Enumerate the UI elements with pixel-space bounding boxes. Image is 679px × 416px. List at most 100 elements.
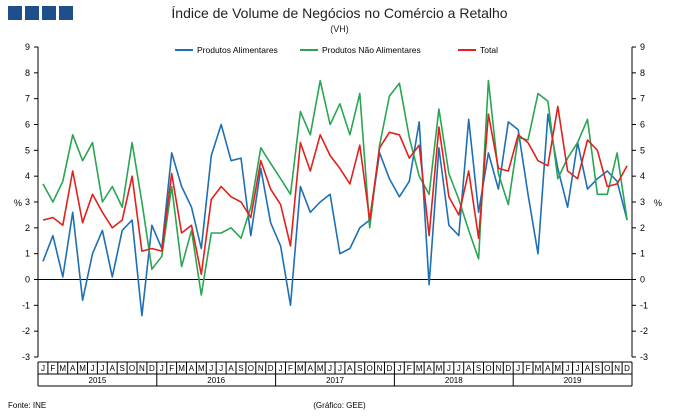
month-label: D [268,364,274,373]
y-tick-label-right: 8 [640,68,645,78]
series-line-non-food [42,79,628,296]
month-label: N [377,364,383,373]
y-tick-label-right: 4 [640,171,645,181]
month-label: M [436,364,443,373]
month-label: S [238,364,243,373]
month-label: J [397,364,401,373]
month-label: S [595,364,600,373]
month-label: M [198,364,205,373]
series-line-total [42,105,628,276]
month-label: D [624,364,630,373]
source-note: Fonte: INE [8,401,47,410]
month-label: M [79,364,86,373]
legend-label: Produtos Alimentares [197,45,278,55]
y-tick-label-right: -2 [640,326,648,336]
chart-subtitle: (VH) [330,24,349,34]
month-label: M [416,364,423,373]
year-label: 2019 [564,376,582,385]
month-label: J [279,364,283,373]
y-tick-label-left: 7 [25,94,30,104]
month-label: J [160,364,164,373]
month-label: A [426,364,432,373]
y-tick-label-left: 3 [25,197,30,207]
month-label: M [297,364,304,373]
chart-credit: (Gráfico: GEE) [313,401,366,410]
brand-logo [8,6,73,20]
month-label: J [328,364,332,373]
month-label: J [516,364,520,373]
month-label: N [614,364,620,373]
y-tick-label-right: 7 [640,94,645,104]
month-label: J [41,364,45,373]
y-tick-label-right: 0 [640,275,645,285]
y-tick-label-right: 1 [640,249,645,259]
month-label: N [258,364,264,373]
month-label: F [169,364,174,373]
month-label: J [447,364,451,373]
month-label: O [129,364,135,373]
y-tick-label-left: 5 [25,145,30,155]
month-label: A [545,364,551,373]
right-axis-unit: % [654,198,663,208]
month-label: M [178,364,185,373]
month-label: N [139,364,145,373]
month-label: M [535,364,542,373]
legend-label: Total [480,45,498,55]
month-label: J [576,364,580,373]
y-tick-label-left: 0 [25,275,30,285]
month-label: O [248,364,254,373]
left-axis-unit: % [14,198,23,208]
y-tick-label-left: -2 [22,326,30,336]
month-label: F [407,364,412,373]
y-tick-label-left: 4 [25,171,30,181]
month-label: A [308,364,314,373]
month-label: S [357,364,362,373]
year-label: 2016 [207,376,225,385]
month-label: J [457,364,461,373]
month-label: J [219,364,223,373]
month-label: J [209,364,213,373]
month-label: J [566,364,570,373]
year-label: 2015 [89,376,107,385]
month-label: F [288,364,293,373]
month-label: M [59,364,66,373]
y-tick-label-right: -3 [640,352,648,362]
y-tick-label-right: 3 [640,197,645,207]
y-tick-label-right: 9 [640,42,645,52]
month-label: A [70,364,76,373]
month-label: S [476,364,481,373]
month-label: D [387,364,393,373]
y-tick-label-left: -1 [22,300,30,310]
month-label: A [466,364,472,373]
month-label: S [119,364,124,373]
month-label: M [554,364,561,373]
month-label: A [110,364,116,373]
month-label: D [505,364,511,373]
month-label: A [347,364,353,373]
year-label: 2017 [326,376,344,385]
y-tick-label-left: 1 [25,249,30,259]
month-label: A [585,364,591,373]
month-label: M [317,364,324,373]
month-label: O [485,364,491,373]
y-tick-label-left: 9 [25,42,30,52]
month-label: J [100,364,104,373]
series-line-food [42,113,628,317]
month-label: F [526,364,531,373]
y-tick-label-left: 8 [25,68,30,78]
month-label: O [604,364,610,373]
y-tick-label-left: -3 [22,352,30,362]
month-label: A [189,364,195,373]
month-label: N [495,364,501,373]
month-label: A [228,364,234,373]
month-label: D [149,364,155,373]
month-label: J [338,364,342,373]
y-tick-label-left: 6 [25,120,30,130]
month-label: O [367,364,373,373]
month-label: F [50,364,55,373]
y-tick-label-right: 5 [640,145,645,155]
y-tick-label-left: 2 [25,223,30,233]
year-label: 2018 [445,376,463,385]
y-tick-label-right: 6 [640,120,645,130]
